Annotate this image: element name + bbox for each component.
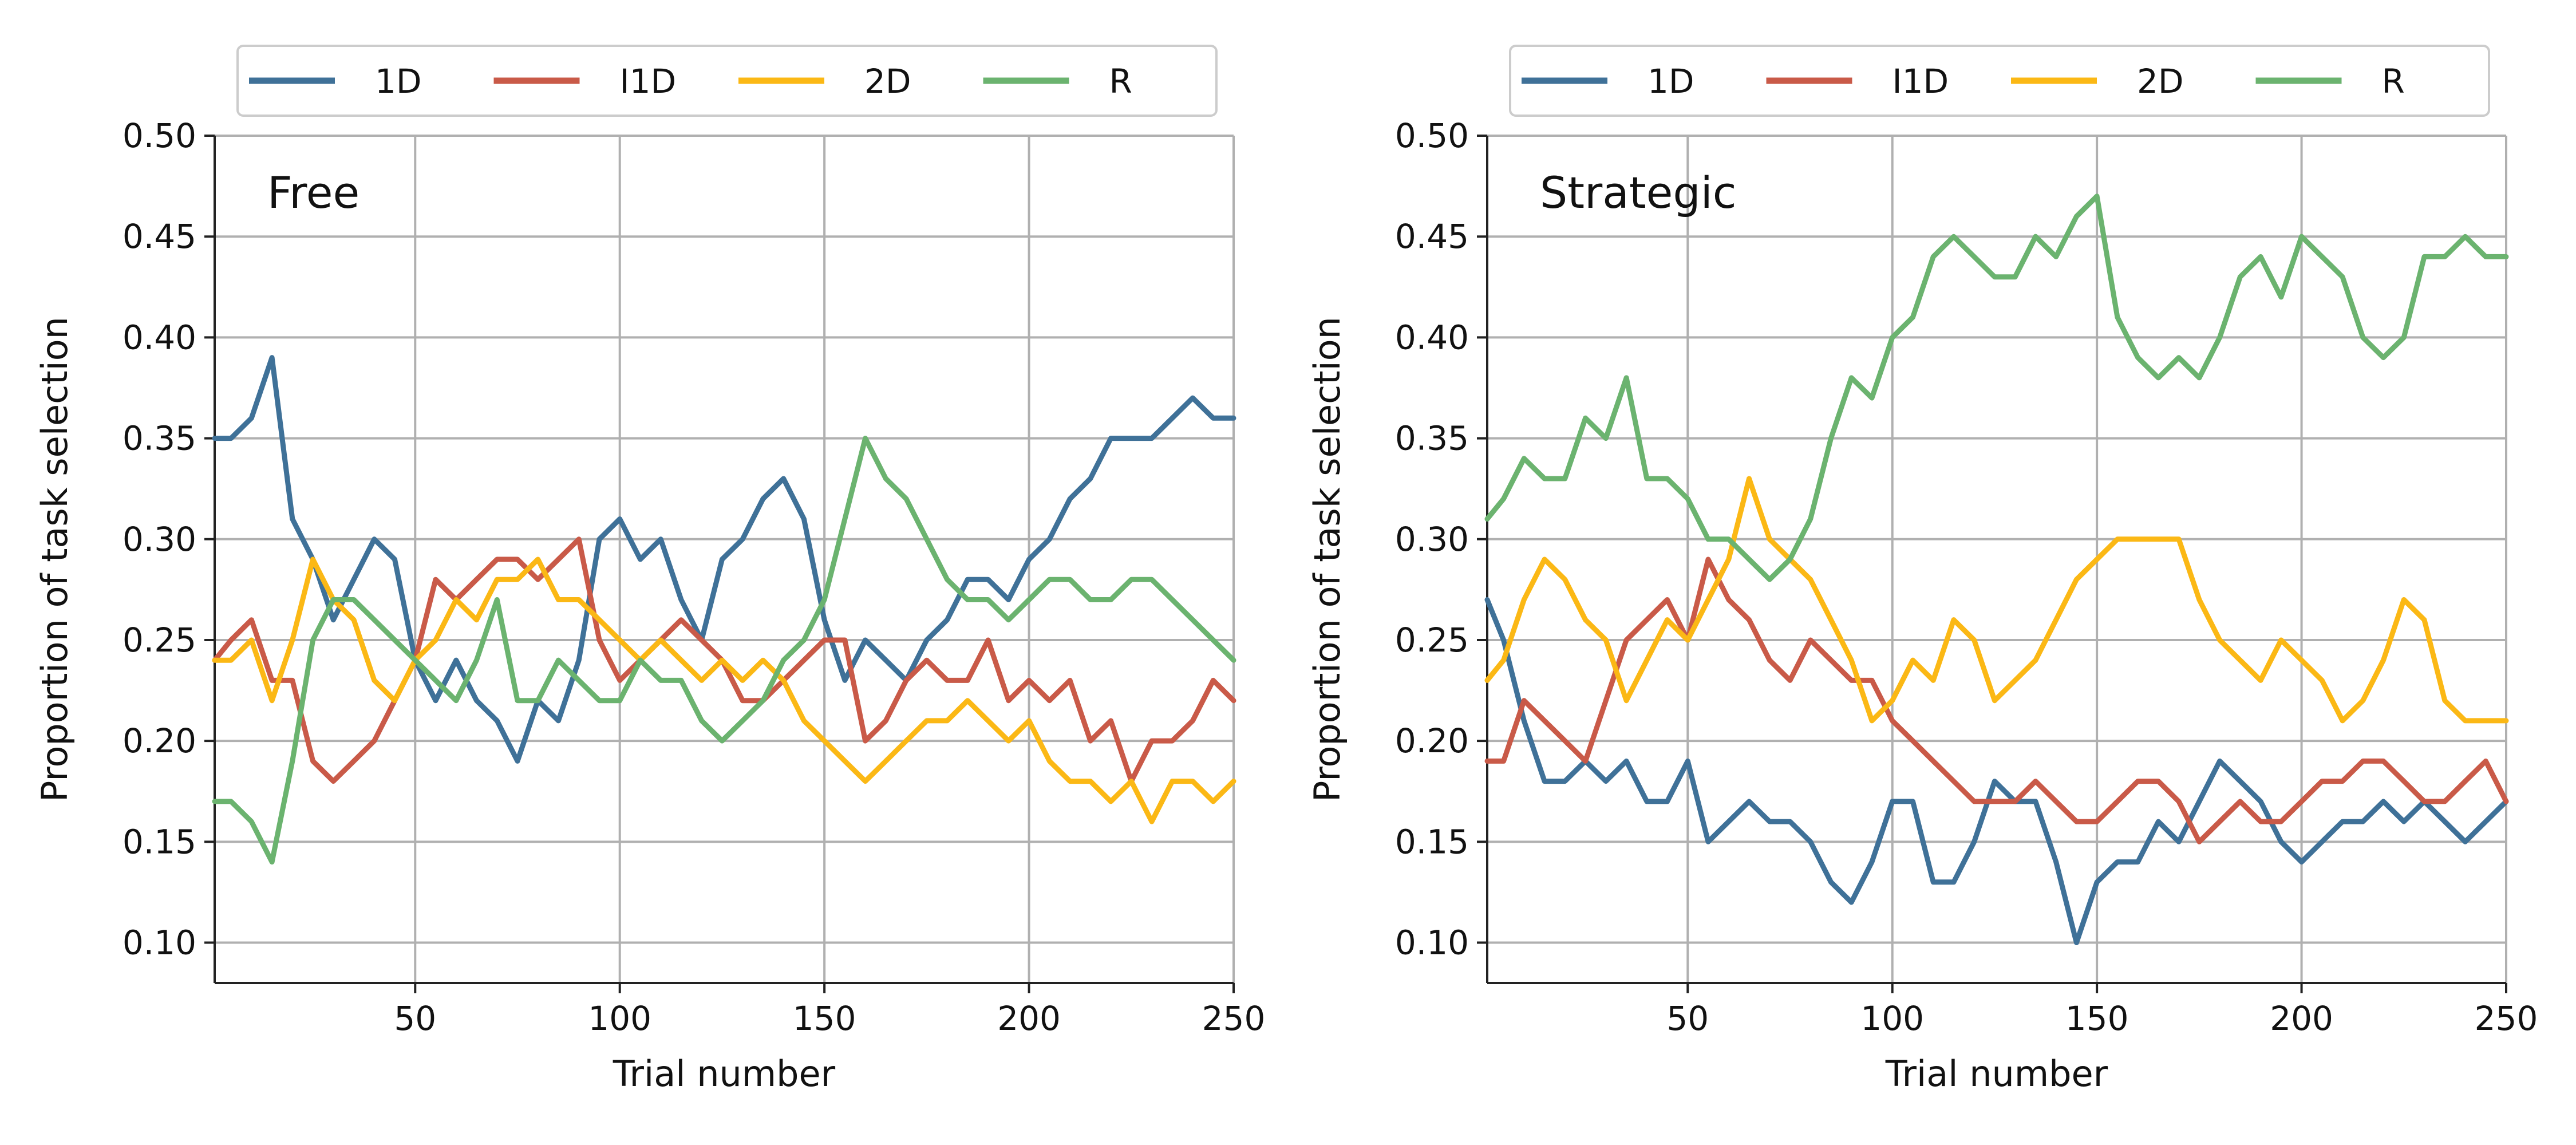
y-tick-label: 0.15 [123,822,196,861]
legend-label-1d: 1D [1647,62,1694,101]
legend-frame [236,45,1218,117]
y-tick-label: 0.20 [1395,721,1469,760]
series-line-r [212,436,1236,865]
legend-label-1d: 1D [375,62,422,101]
y-axis-label: Proportion of task selection [1306,317,1348,802]
y-tick-label: 0.25 [123,621,196,660]
series-line-1d [1484,597,2509,945]
y-tick-label: 0.40 [1395,318,1469,357]
x-tick-label: 150 [2065,999,2129,1038]
x-tick-label: 250 [2475,999,2538,1038]
legend-label-r: R [2382,62,2405,101]
panel-title: Strategic [1540,167,1737,218]
chart-panel-2: 50 100 150 200 250 0.10 0.15 0.20 0.25 0.30 0.35 0.… [1306,45,2538,1095]
x-axis-label: Trial number [1885,1053,2108,1095]
x-tick-label: 200 [2270,999,2333,1038]
x-tick-label: 50 [394,999,436,1038]
y-tick-label: 0.40 [123,318,196,357]
legend-label-r: R [1109,62,1132,101]
x-tick-label: 100 [588,999,651,1038]
y-axis-label: Proportion of task selection [34,317,76,802]
series-line-2d [1484,476,2509,724]
y-tick-label: 0.20 [123,721,196,760]
series-line-i1d [1484,556,2509,844]
y-tick-label: 0.30 [123,520,196,559]
series-line-r [1484,194,2509,582]
y-tick-label: 0.30 [1395,520,1469,559]
x-tick-label: 50 [1666,999,1709,1038]
y-tick-label: 0.45 [123,217,196,256]
chart-panel-1: 50 100 150 200 250 0.10 0.15 0.20 0.25 0.30 0.35 0.… [34,45,1266,1095]
y-tick-label: 0.10 [1395,923,1469,962]
legend-label-i1d: I1D [620,62,677,101]
x-tick-label: 100 [1860,999,1924,1038]
y-tick-label: 0.45 [1395,217,1469,256]
series-line-1d [212,355,1236,764]
legend: 1D I1D 2D R [1509,45,2490,117]
y-tick-label: 0.15 [1395,822,1469,861]
legend: 1D I1D 2D R [236,45,1218,117]
y-tick-label: 0.35 [123,419,196,458]
y-tick-label: 0.50 [1395,116,1469,155]
x-tick-label: 200 [997,999,1061,1038]
x-tick-label: 250 [1202,999,1266,1038]
y-tick-label: 0.10 [123,923,196,962]
y-tick-label: 0.25 [1395,621,1469,660]
y-tick-label: 0.35 [1395,419,1469,458]
legend-label-i1d: I1D [1893,62,1949,101]
legend-label-2d: 2D [864,62,911,101]
panel-title: Free [267,167,359,218]
legend-label-2d: 2D [2137,62,2184,101]
x-axis-label: Trial number [613,1053,836,1095]
x-tick-label: 150 [793,999,856,1038]
y-tick-label: 0.50 [123,116,196,155]
legend-frame [1509,45,2490,117]
series-line-2d [212,556,1236,824]
